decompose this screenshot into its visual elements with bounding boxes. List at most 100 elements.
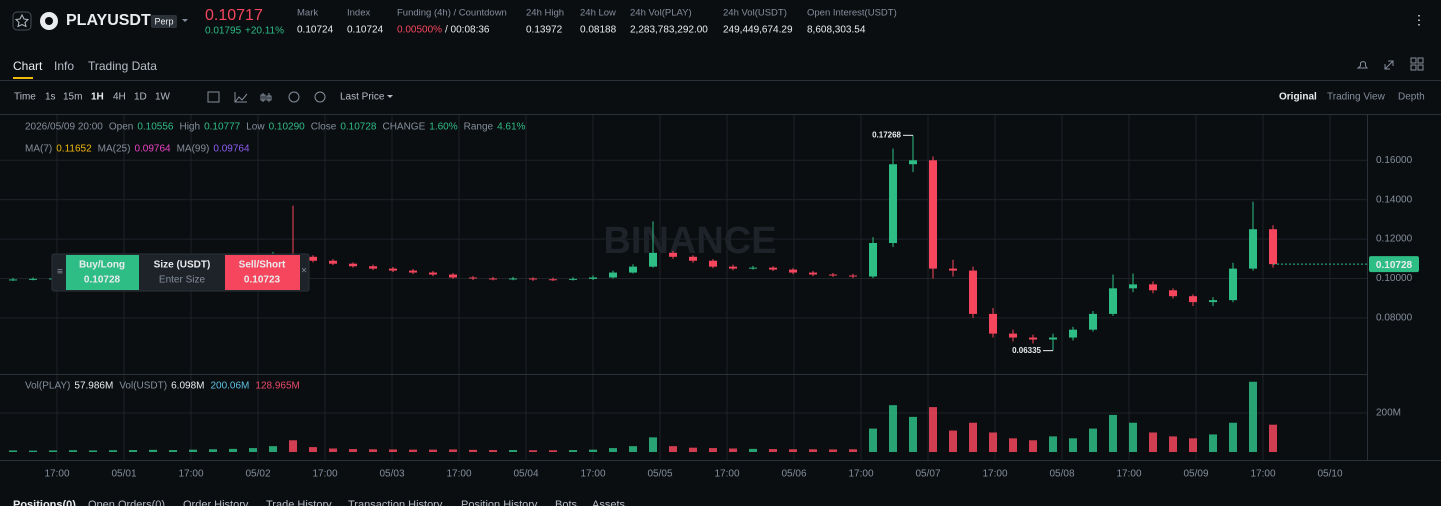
candle-body xyxy=(609,272,617,278)
legend-value: 128.965M xyxy=(255,381,299,392)
size-input[interactable]: Enter Size xyxy=(159,275,206,286)
interval[interactable]: Time xyxy=(14,92,36,103)
stat-label: 24h Vol(PLAY) xyxy=(630,8,692,19)
volume-bar xyxy=(809,449,817,452)
sell-price: 0.10723 xyxy=(244,275,281,286)
volume-bar xyxy=(1129,422,1137,452)
view-option[interactable]: Depth xyxy=(1398,92,1425,103)
candle-body xyxy=(1189,296,1197,303)
menu-icon[interactable]: ⋮ xyxy=(1413,12,1426,27)
legend-value: 200.06M xyxy=(210,381,249,392)
candle-body xyxy=(1209,300,1217,303)
candle-body xyxy=(1249,229,1257,269)
screenshot-icon[interactable] xyxy=(314,91,326,103)
volume-bar xyxy=(789,449,797,452)
bottom-tab[interactable]: Transaction History xyxy=(348,499,443,506)
interval[interactable]: 1W xyxy=(155,92,171,103)
price-change-pct: +20.11% xyxy=(245,26,284,37)
bottom-tab[interactable]: Assets xyxy=(592,499,626,506)
candle-body xyxy=(1269,229,1277,265)
interval[interactable]: 1s xyxy=(45,92,56,103)
legend-label: Open xyxy=(109,122,133,133)
x-tick-label: 05/02 xyxy=(245,469,270,480)
tab[interactable]: Info xyxy=(54,59,74,73)
bottom-tab[interactable]: Open Orders(0) xyxy=(88,499,165,506)
stat-label: 24h High xyxy=(526,8,564,19)
volume-bar xyxy=(9,450,17,452)
candle-body xyxy=(549,279,557,281)
bottom-tab[interactable]: Positions(0) xyxy=(13,499,76,506)
stat-value: 0.08188 xyxy=(580,25,617,36)
legend-value: 0.10290 xyxy=(269,122,306,133)
volume-bar xyxy=(489,450,497,452)
x-tick-label: 17:00 xyxy=(848,469,873,480)
y-tick-label: 0.10000 xyxy=(1376,273,1413,284)
buy-button[interactable] xyxy=(66,255,139,290)
candle-body xyxy=(489,278,497,280)
last-price: 0.10717 xyxy=(205,7,263,24)
x-tick-label: 05/06 xyxy=(781,469,806,480)
tab[interactable]: Trading Data xyxy=(88,59,157,73)
legend-label: Vol(PLAY) xyxy=(25,381,70,392)
buy-price: 0.10728 xyxy=(84,275,121,286)
fullscreen-icon[interactable] xyxy=(1384,60,1394,70)
candle-type-icon[interactable] xyxy=(260,93,272,102)
interval[interactable]: 1H xyxy=(91,92,104,103)
drag-handle[interactable]: ≡ xyxy=(57,267,63,278)
legend-label: Close xyxy=(311,122,337,133)
layout-icon[interactable] xyxy=(1410,64,1417,71)
interval[interactable]: 15m xyxy=(63,92,82,103)
candle-body xyxy=(29,278,37,280)
stat-value: 8,608,303.54 xyxy=(807,25,866,36)
bottom-tab[interactable]: Position History xyxy=(461,499,538,506)
bottom-tab[interactable]: Bots xyxy=(555,499,578,506)
last-price-tag xyxy=(1369,256,1419,273)
layout-icon[interactable] xyxy=(1417,64,1424,71)
candle-body xyxy=(309,256,317,261)
layout-icon[interactable] xyxy=(1410,57,1417,64)
candle-body xyxy=(509,278,517,280)
x-tick-label: 17:00 xyxy=(446,469,471,480)
candle-body xyxy=(849,275,857,277)
price-type-dropdown[interactable] xyxy=(387,95,393,98)
x-tick-label: 17:00 xyxy=(580,469,605,480)
settings-icon[interactable] xyxy=(288,91,300,103)
symbol[interactable]: PLAYUSDT xyxy=(66,12,151,29)
volume-bar xyxy=(589,449,597,452)
x-tick-label: 05/09 xyxy=(1183,469,1208,480)
volume-bar xyxy=(849,449,857,452)
indicator-icon[interactable] xyxy=(234,92,248,103)
symbol-dropdown[interactable] xyxy=(182,19,188,22)
min-price-label: 0.06335 xyxy=(1012,346,1041,355)
candle-body xyxy=(589,277,597,279)
tab[interactable]: Chart xyxy=(13,59,43,73)
bottom-tab[interactable]: Order History xyxy=(183,499,249,506)
volume-bar xyxy=(909,416,917,452)
close-widget[interactable]: × xyxy=(301,266,307,277)
interval[interactable]: 4H xyxy=(113,92,126,103)
view-option[interactable]: Trading View xyxy=(1327,92,1386,103)
candle-body xyxy=(1229,268,1237,301)
candle-body xyxy=(1169,290,1177,297)
volume-bar xyxy=(389,449,397,452)
favorite-button[interactable] xyxy=(12,11,32,31)
stat-label: 24h Low xyxy=(580,8,616,19)
candle-body xyxy=(829,274,837,276)
volume-bar xyxy=(1209,434,1217,452)
calendar-icon[interactable] xyxy=(207,91,220,103)
chart: BINANCE 17:00 05/01 17:00 05/02 17:00 05/03 17:… xyxy=(0,115,1441,480)
layout-icon[interactable] xyxy=(1417,57,1424,64)
contract-type: Perp xyxy=(154,16,173,26)
bottom-tab[interactable]: Trade History xyxy=(266,499,332,506)
alert-icon[interactable] xyxy=(1356,61,1368,69)
interval[interactable]: 1D xyxy=(134,92,147,103)
view-option[interactable]: Original xyxy=(1279,92,1317,103)
candle-body xyxy=(329,260,337,264)
x-tick-label: 05/07 xyxy=(915,469,940,480)
buy-label: Buy/Long xyxy=(79,260,125,271)
volume-bar xyxy=(929,407,937,452)
price-type[interactable]: Last Price xyxy=(340,92,385,103)
sell-button[interactable] xyxy=(225,255,300,290)
stat-extra: / 00:08:36 xyxy=(445,25,490,36)
y-tick-label: 0.08000 xyxy=(1376,312,1413,323)
